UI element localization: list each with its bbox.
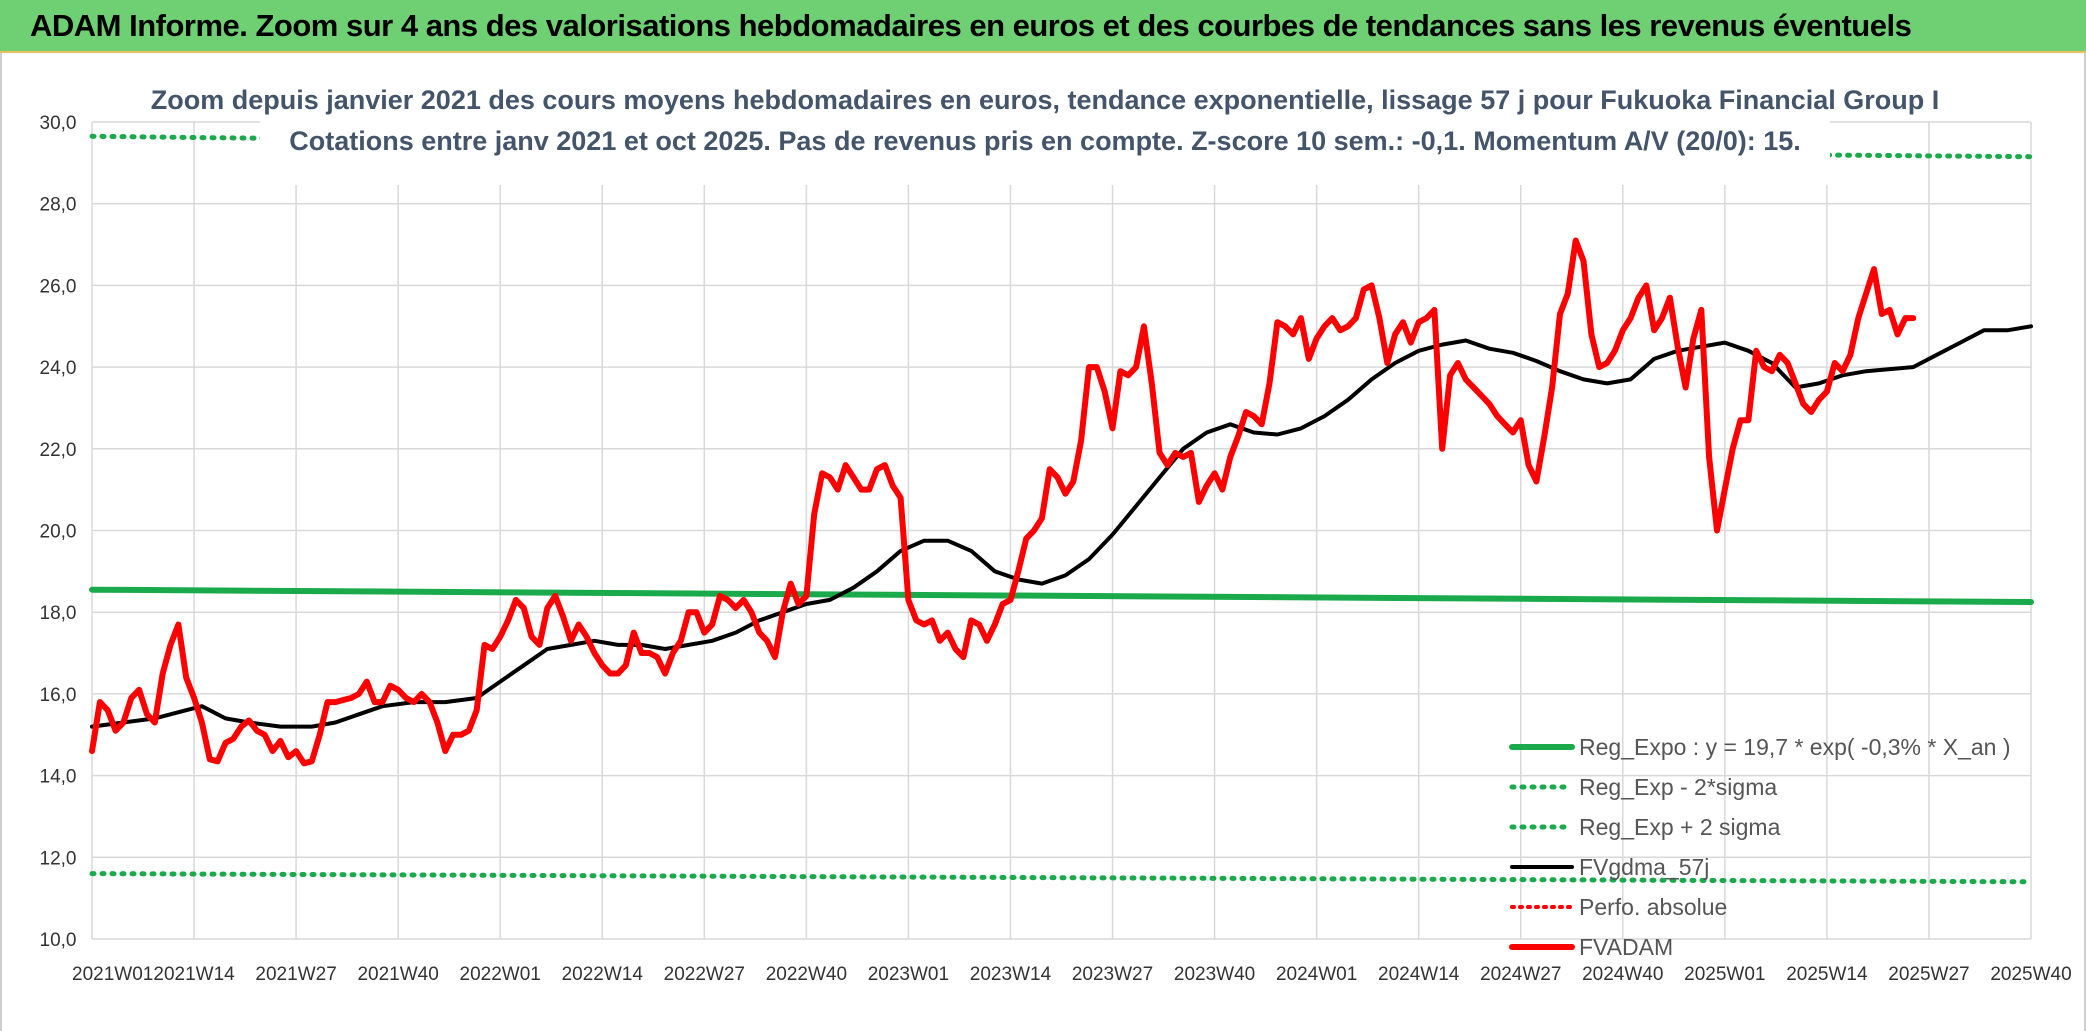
legend-label: Perfo. absolue — [1579, 894, 1727, 920]
y-tick-label: 30,0 — [40, 113, 77, 134]
report-banner: ADAM Informe. Zoom sur 4 ans des valoris… — [0, 0, 2086, 53]
x-tick-label: 2021W27 — [255, 964, 336, 985]
x-tick-label: 2023W14 — [970, 964, 1052, 985]
legend-label: Reg_Expo : y = 19,7 * exp( -0,3% * X_an … — [1579, 734, 2011, 760]
x-tick-label: 2022W40 — [766, 964, 847, 985]
y-tick-label: 12,0 — [40, 848, 77, 869]
x-tick-label: 2021W40 — [357, 964, 438, 985]
y-tick-label: 24,0 — [40, 358, 77, 379]
y-tick-label: 18,0 — [40, 603, 77, 624]
reg-exp-minus-2sigma-line — [89, 871, 2034, 885]
y-tick-label: 28,0 — [40, 195, 77, 216]
chart-series — [89, 133, 2034, 885]
x-tick-label: 2024W40 — [1582, 964, 1663, 985]
fvgdma-57j-line — [90, 324, 2033, 729]
reg-exp-plus-2sigma-line — [89, 133, 268, 141]
x-tick-label: 2025W14 — [1786, 964, 1868, 985]
x-tick-label: 2023W27 — [1072, 964, 1153, 985]
fvadam-line — [89, 237, 1917, 767]
x-tick-label: 2023W01 — [868, 964, 949, 985]
x-tick-label: 2022W27 — [664, 964, 745, 985]
report-title: ADAM Informe. Zoom sur 4 ans des valoris… — [30, 8, 1912, 43]
x-tick-label: 2025W40 — [1990, 964, 2071, 985]
reg-expo-line — [89, 586, 2034, 605]
x-tick-label: 2024W14 — [1378, 964, 1460, 985]
legend-label: FVgdma_57j — [1579, 854, 1709, 880]
chart-frame: 30,0 28,0 26,0 24,0 22,0 20,0 18,0 16,0 14,0 12,0… — [0, 53, 2086, 1031]
x-tick-label: 2023W40 — [1174, 964, 1255, 985]
legend-label: Reg_Exp - 2*sigma — [1579, 774, 1777, 800]
x-tick-label: 2022W14 — [562, 964, 644, 985]
legend-label: FVADAM — [1579, 934, 1673, 960]
legend-label: Reg_Exp + 2 sigma — [1579, 814, 1781, 840]
x-tick-label: 2022W01 — [460, 964, 541, 985]
y-tick-label: 14,0 — [40, 767, 77, 788]
y-tick-label: 22,0 — [40, 440, 77, 461]
x-axis: 2021W01 2021W14 2021W27 2021W40 2022W01 2022W… — [72, 964, 2072, 985]
y-tick-label: 10,0 — [40, 930, 77, 951]
y-tick-label: 20,0 — [40, 522, 77, 543]
y-tick-label: 16,0 — [40, 685, 77, 706]
x-tick-label: 2021W14 — [153, 964, 235, 985]
x-tick-label: 2021W01 — [72, 964, 153, 985]
chart-legend: Reg_Expo : y = 19,7 * exp( -0,3% * X_an … — [1509, 734, 2011, 960]
y-tick-label: 26,0 — [40, 276, 77, 297]
chart-title: Zoom depuis janvier 2021 des cours moyen… — [151, 85, 1940, 115]
x-tick-label: 2025W27 — [1888, 964, 1969, 985]
x-tick-label: 2025W01 — [1684, 964, 1765, 985]
y-axis: 30,0 28,0 26,0 24,0 22,0 20,0 18,0 16,0 14,0 12,0… — [40, 113, 77, 951]
line-chart: 30,0 28,0 26,0 24,0 22,0 20,0 18,0 16,0 14,0 12,0… — [40, 67, 2072, 985]
x-tick-label: 2024W01 — [1276, 964, 1357, 985]
chart-grid — [91, 121, 2032, 940]
chart-subtitle: Cotations entre janv 2021 et oct 2025. P… — [289, 126, 1801, 156]
title-backdrop — [260, 67, 1830, 185]
x-tick-label: 2024W27 — [1480, 964, 1561, 985]
